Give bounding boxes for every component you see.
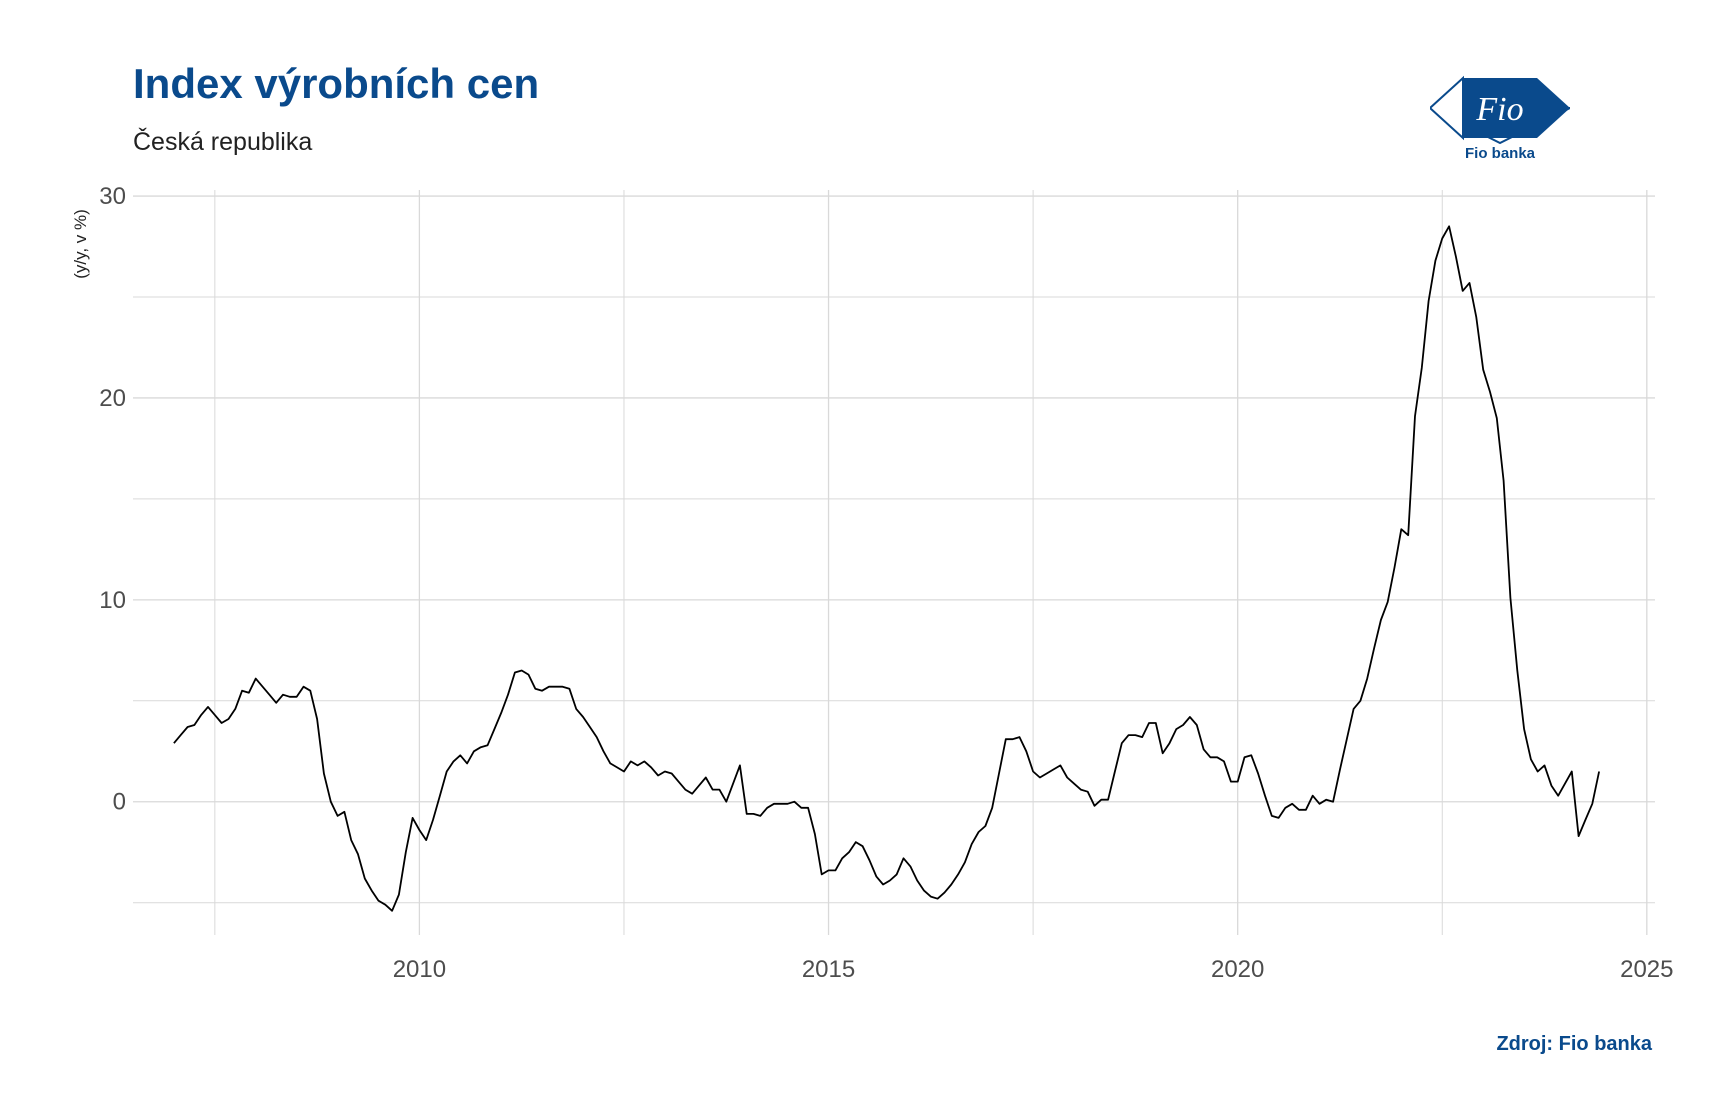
y-tick-label: 30 xyxy=(99,183,126,210)
chart-title: Index výrobních cen xyxy=(133,60,540,107)
y-tick-label: 20 xyxy=(99,385,126,412)
series-line xyxy=(173,225,1600,912)
chart-subtitle: Česká republika xyxy=(133,128,313,156)
y-tick-label: 10 xyxy=(99,587,126,614)
logo-mark: Fio xyxy=(1475,91,1523,128)
logo-text: Fio banka xyxy=(1465,145,1536,162)
x-tick-label: 2025 xyxy=(1620,956,1673,983)
y-tick-label: 0 xyxy=(113,789,126,816)
y-axis-label: (y/y, v %) xyxy=(71,209,90,279)
fio-logo-icon: Fio xyxy=(1430,75,1570,145)
x-tick-label: 2020 xyxy=(1211,956,1264,983)
x-tick-label: 2010 xyxy=(393,956,446,983)
grid xyxy=(133,190,1655,935)
source-note: Zdroj: Fio banka xyxy=(1496,1033,1652,1055)
x-tick-label: 2015 xyxy=(802,956,855,983)
tick-labels: 0 10 20 30 2010 2015 2020 2025 xyxy=(99,183,1673,983)
